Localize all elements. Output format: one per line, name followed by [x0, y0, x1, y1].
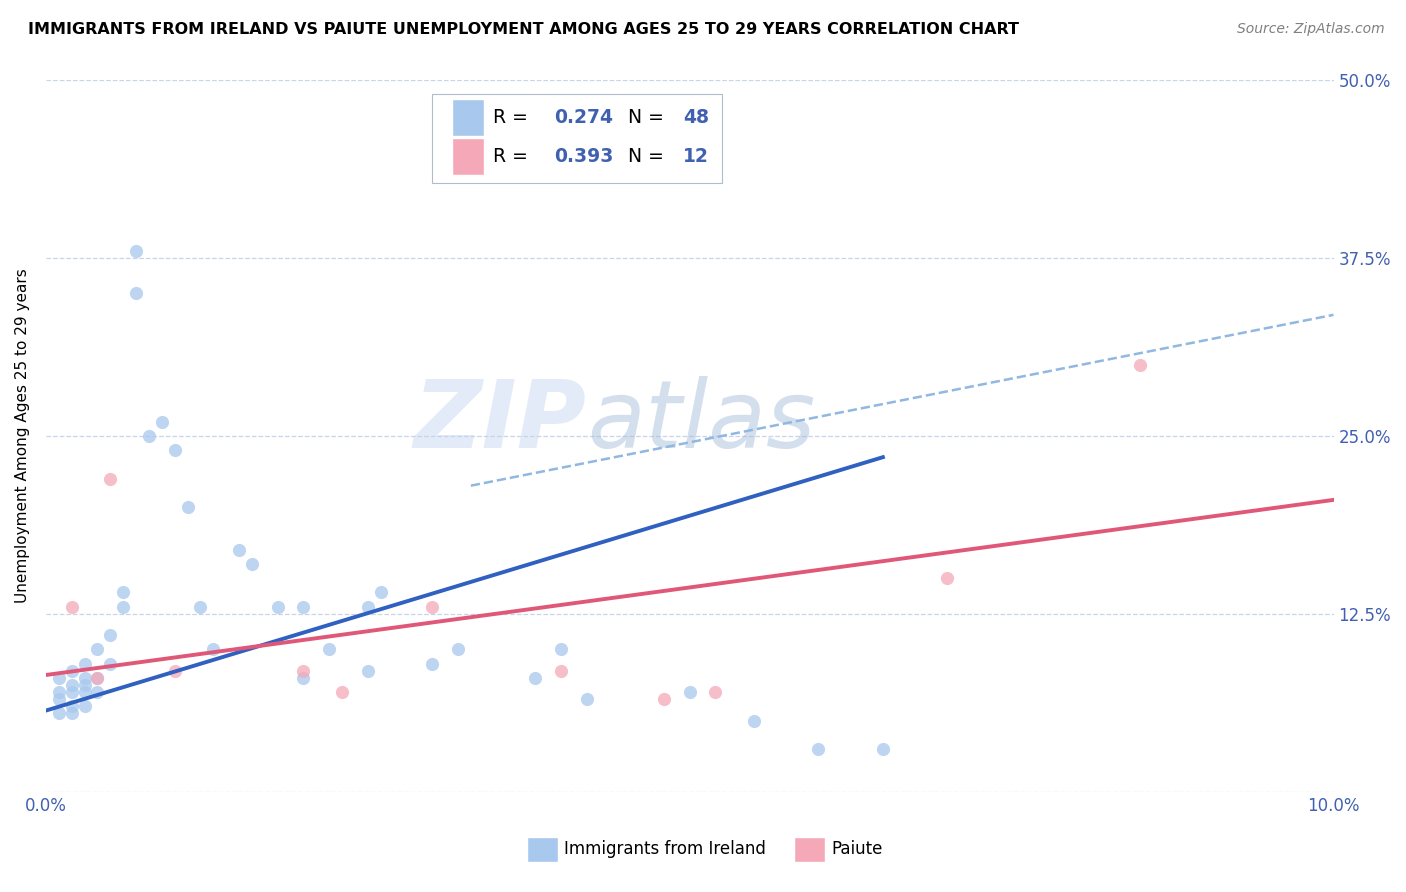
Point	[420, 599, 443, 614]
Point	[267, 599, 290, 614]
Point	[163, 443, 186, 458]
Point	[420, 657, 443, 671]
Point	[98, 471, 121, 485]
Point	[679, 685, 702, 699]
Point	[370, 585, 392, 599]
Point	[330, 685, 353, 699]
Text: R =: R =	[492, 108, 534, 128]
Point	[292, 599, 315, 614]
Point	[125, 286, 148, 301]
Text: 12: 12	[683, 146, 709, 166]
Point	[98, 628, 121, 642]
Point	[60, 599, 83, 614]
Point	[240, 557, 263, 571]
Point	[652, 692, 675, 706]
Point	[112, 585, 135, 599]
Point	[86, 685, 108, 699]
Point	[125, 244, 148, 258]
Point	[73, 671, 96, 685]
Point	[48, 685, 70, 699]
Point	[138, 429, 160, 443]
Text: N =: N =	[628, 108, 669, 128]
Text: Paiute: Paiute	[831, 840, 883, 858]
Point	[60, 678, 83, 692]
Text: Immigrants from Ireland: Immigrants from Ireland	[564, 840, 766, 858]
Point	[86, 642, 108, 657]
Text: 0.274: 0.274	[554, 108, 613, 128]
Text: R =: R =	[492, 146, 534, 166]
Point	[318, 642, 340, 657]
Point	[48, 671, 70, 685]
Point	[357, 599, 380, 614]
Text: ZIP: ZIP	[413, 376, 586, 467]
Point	[704, 685, 727, 699]
Point	[73, 685, 96, 699]
Point	[176, 500, 198, 514]
Point	[48, 706, 70, 721]
Point	[575, 692, 598, 706]
Text: atlas: atlas	[586, 376, 815, 467]
Text: N =: N =	[628, 146, 669, 166]
Point	[550, 664, 572, 678]
Point	[202, 642, 225, 657]
Point	[936, 571, 959, 585]
Point	[163, 664, 186, 678]
Point	[1129, 358, 1152, 372]
Point	[150, 415, 173, 429]
Y-axis label: Unemployment Among Ages 25 to 29 years: Unemployment Among Ages 25 to 29 years	[15, 268, 30, 603]
Text: 0.393: 0.393	[554, 146, 614, 166]
Point	[73, 699, 96, 714]
Point	[872, 742, 894, 756]
Point	[86, 671, 108, 685]
Point	[112, 599, 135, 614]
Point	[48, 692, 70, 706]
Point	[357, 664, 380, 678]
Point	[98, 657, 121, 671]
Point	[292, 671, 315, 685]
FancyBboxPatch shape	[451, 99, 484, 136]
Point	[60, 706, 83, 721]
Point	[524, 671, 547, 685]
Point	[485, 158, 508, 172]
Point	[550, 642, 572, 657]
FancyBboxPatch shape	[451, 137, 484, 175]
FancyBboxPatch shape	[432, 95, 721, 183]
Point	[60, 685, 83, 699]
Point	[86, 671, 108, 685]
Text: 48: 48	[683, 108, 709, 128]
Point	[60, 664, 83, 678]
Point	[807, 742, 830, 756]
Point	[60, 699, 83, 714]
Point	[292, 664, 315, 678]
Point	[742, 714, 765, 728]
Point	[73, 657, 96, 671]
Point	[190, 599, 212, 614]
Text: IMMIGRANTS FROM IRELAND VS PAIUTE UNEMPLOYMENT AMONG AGES 25 TO 29 YEARS CORRELA: IMMIGRANTS FROM IRELAND VS PAIUTE UNEMPL…	[28, 22, 1019, 37]
Point	[447, 642, 470, 657]
Text: Source: ZipAtlas.com: Source: ZipAtlas.com	[1237, 22, 1385, 37]
Point	[228, 542, 250, 557]
Point	[73, 678, 96, 692]
